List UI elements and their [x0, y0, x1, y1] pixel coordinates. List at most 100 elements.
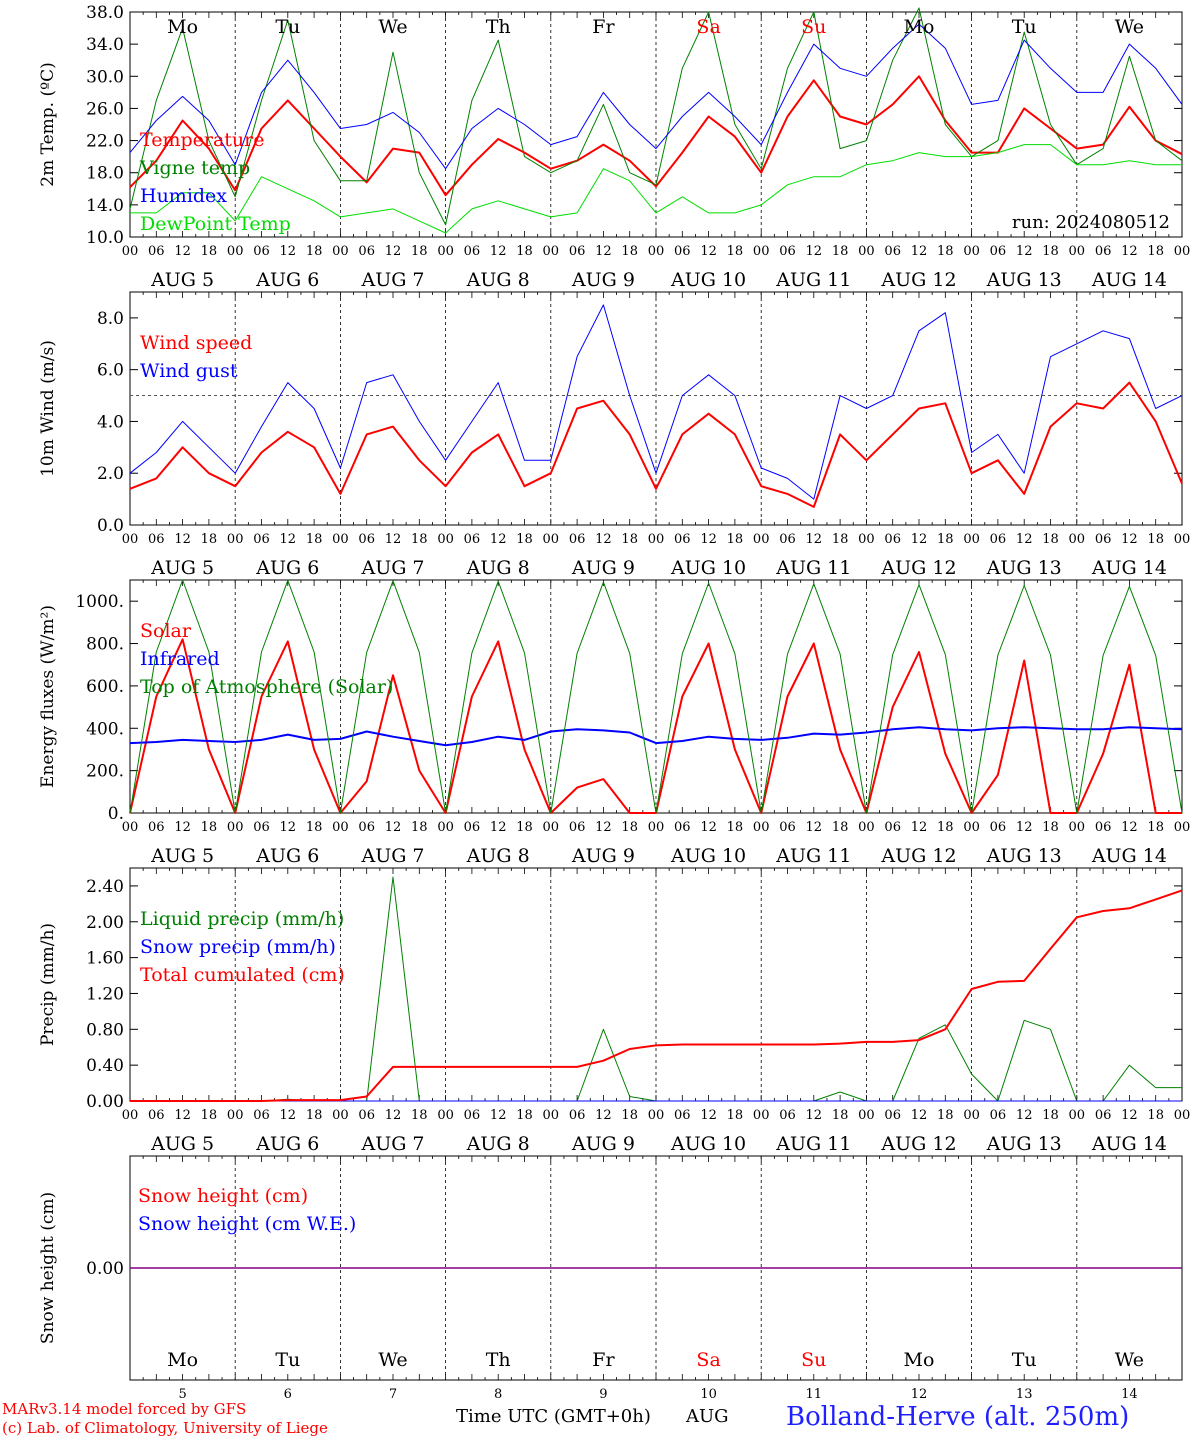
hour-tick-label: 18: [1147, 532, 1164, 547]
hour-tick-label: 06: [253, 1108, 270, 1123]
legend-entry: Snow height (cm W.E.): [138, 1213, 356, 1235]
legend-entry: Wind gust: [140, 360, 238, 382]
wind-series-1: [129, 304, 1183, 500]
date-label: AUG 9: [571, 557, 635, 579]
hour-tick-label: 12: [490, 1108, 507, 1123]
day-number-label: 12: [911, 1387, 928, 1402]
hour-tick-label: 12: [595, 820, 612, 835]
hour-tick-label: 00: [227, 820, 244, 835]
weekday-label: Su: [801, 1349, 826, 1371]
hour-tick-label: 12: [1016, 244, 1033, 259]
hour-tick-label: 00: [437, 820, 454, 835]
temperature-axis-title: 2m Temp. (ºC): [38, 62, 58, 187]
y-tick-label: 8.0: [97, 309, 124, 329]
weekday-label: We: [378, 1349, 407, 1371]
hour-tick-label: 00: [332, 532, 349, 547]
hour-tick-label: 06: [884, 820, 901, 835]
hour-tick-label: 12: [490, 532, 507, 547]
hour-tick-label: 06: [674, 532, 691, 547]
y-tick-label: 6.0: [97, 361, 124, 381]
y-tick-label: 0.: [108, 804, 124, 824]
date-label: AUG 5: [150, 269, 214, 291]
hour-tick-label: 00: [1069, 244, 1086, 259]
precip-axis-title: Precip (mm/h): [38, 923, 58, 1046]
hour-tick-label: 12: [911, 1108, 928, 1123]
hour-tick-label: 12: [280, 532, 297, 547]
date-label: AUG 7: [360, 1133, 424, 1155]
weekday-label: Tu: [1012, 16, 1037, 38]
temperature-series-1: [129, 7, 1183, 226]
date-label: AUG 9: [571, 845, 635, 867]
legend-entry: Top of Atmosphere (Solar): [140, 676, 393, 698]
hour-tick-label: 00: [1069, 532, 1086, 547]
station-label: Bolland-Herve (alt. 250m): [786, 1402, 1130, 1432]
legend-entry: Snow height (cm): [138, 1185, 308, 1207]
hour-tick-label: 18: [727, 532, 744, 547]
hour-tick-label: 00: [122, 1108, 139, 1123]
hour-tick-label: 06: [148, 244, 165, 259]
hour-tick-label: 18: [306, 244, 323, 259]
hour-tick-label: 18: [516, 244, 533, 259]
y-tick-label: 0.00: [86, 1092, 124, 1112]
hour-tick-label: 06: [674, 244, 691, 259]
hour-tick-label: 12: [911, 532, 928, 547]
date-label: AUG 5: [150, 557, 214, 579]
hour-tick-label: 12: [700, 532, 717, 547]
hour-tick-label: 00: [1069, 1108, 1086, 1123]
hour-tick-label: 06: [148, 1108, 165, 1123]
date-label: AUG 6: [255, 1133, 319, 1155]
weekday-label: Th: [486, 16, 511, 38]
date-label: AUG 9: [571, 269, 635, 291]
weekday-label: Mo: [167, 1349, 198, 1371]
hour-tick-label: 12: [700, 820, 717, 835]
hour-tick-label: 00: [227, 1108, 244, 1123]
date-label: AUG 5: [150, 1133, 214, 1155]
energy-axis-title: Energy fluxes (W/m²): [38, 605, 58, 788]
hour-tick-label: 00: [1174, 1108, 1191, 1123]
date-label: AUG 5: [150, 845, 214, 867]
day-number-label: 5: [178, 1387, 186, 1402]
legend-entry: Humidex: [140, 185, 227, 207]
y-tick-label: 34.0: [86, 35, 124, 55]
day-number-label: 10: [700, 1387, 717, 1402]
hour-tick-label: 00: [963, 244, 980, 259]
date-label: AUG 9: [571, 1133, 635, 1155]
energy-panel: 0. 200. 400. 600. 800. 1000. Energy fluxes (W/…: [38, 579, 1190, 867]
legend-entry: Snow precip (mm/h): [140, 936, 336, 958]
month-label: AUG: [686, 1406, 729, 1427]
hour-tick-label: 06: [779, 244, 796, 259]
y-tick-label: 0.00: [86, 1259, 124, 1279]
hour-tick-label: 06: [990, 820, 1007, 835]
hour-tick-label: 12: [595, 532, 612, 547]
day-number-label: 11: [806, 1387, 823, 1402]
date-label: AUG 6: [255, 845, 319, 867]
weekday-label: Mo: [167, 16, 198, 38]
day-number-label: 13: [1016, 1387, 1033, 1402]
weekday-label: Tu: [275, 1349, 300, 1371]
weekday-label: We: [378, 16, 407, 38]
hour-tick-label: 18: [727, 1108, 744, 1123]
hour-tick-label: 00: [648, 820, 665, 835]
legend-entry: Wind speed: [140, 332, 252, 354]
date-label: AUG 13: [986, 557, 1062, 579]
hour-tick-label: 12: [806, 244, 823, 259]
hour-tick-label: 18: [516, 532, 533, 547]
hour-tick-label: 18: [306, 532, 323, 547]
hour-tick-label: 00: [963, 820, 980, 835]
hour-tick-label: 00: [858, 244, 875, 259]
hour-tick-label: 00: [122, 244, 139, 259]
hour-tick-label: 18: [832, 532, 849, 547]
date-label: AUG 6: [255, 269, 319, 291]
legend-entry: Infrared: [140, 648, 220, 670]
hour-tick-label: 12: [911, 820, 928, 835]
y-tick-label: 0.0: [97, 516, 124, 536]
date-label: AUG 12: [880, 845, 956, 867]
y-tick-label: 800.: [86, 635, 124, 655]
hour-tick-label: 00: [1174, 244, 1191, 259]
date-label: AUG 10: [670, 845, 746, 867]
date-label: AUG 14: [1091, 1133, 1167, 1155]
date-label: AUG 13: [986, 269, 1062, 291]
hour-tick-label: 06: [253, 820, 270, 835]
weekday-label: Mo: [904, 16, 935, 38]
